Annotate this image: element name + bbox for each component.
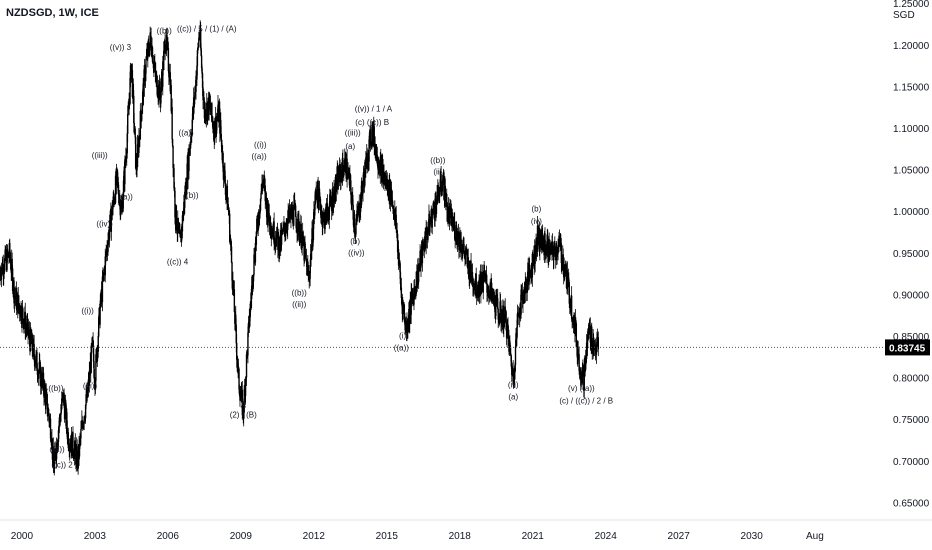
wave-label: ((iii)) bbox=[92, 151, 108, 160]
y-tick-label: 1.15000 bbox=[893, 82, 930, 93]
wave-label: ((a)) bbox=[179, 129, 194, 138]
x-tick-label: 2030 bbox=[741, 531, 764, 542]
y-tick-label: 1.00000 bbox=[893, 207, 930, 218]
price-series bbox=[0, 20, 600, 476]
wave-label: (ii) bbox=[433, 168, 442, 177]
wave-label: (2) / (B) bbox=[230, 411, 257, 420]
wave-label: (a) bbox=[345, 142, 355, 151]
y-tick-label: 1.25000 bbox=[893, 0, 930, 10]
wave-label: ((b)) bbox=[292, 288, 307, 297]
wave-label: ((ii)) bbox=[292, 300, 307, 309]
x-tick-label: 2021 bbox=[522, 531, 545, 542]
y-tick-label: 0.80000 bbox=[893, 374, 930, 385]
wave-label: ((a)) bbox=[118, 193, 133, 202]
svg-text:0.83745: 0.83745 bbox=[889, 343, 926, 354]
wave-label: ((v)) 3 bbox=[110, 43, 132, 52]
x-tick-label: 2027 bbox=[668, 531, 691, 542]
x-tick-label: 2018 bbox=[449, 531, 472, 542]
currency-label: SGD bbox=[893, 10, 915, 21]
wave-label: ((b)) bbox=[48, 384, 63, 393]
y-tick-label: 1.05000 bbox=[893, 166, 930, 177]
y-tick-label: 0.85000 bbox=[893, 332, 930, 343]
x-tick-label: 2003 bbox=[84, 531, 107, 542]
wave-label: (a) bbox=[508, 392, 518, 401]
wave-label: (c) / ((c)) / 2 / B bbox=[559, 397, 613, 406]
wave-label: (b) bbox=[531, 204, 541, 213]
symbol-title[interactable]: NZDSGD, 1W, ICE bbox=[6, 7, 99, 19]
wave-label: ((c)) 2 bbox=[51, 461, 73, 470]
wave-label: ((ii)) bbox=[83, 382, 98, 391]
wave-label: ((b)) bbox=[157, 26, 172, 35]
wave-label: ((iv)) bbox=[348, 248, 365, 257]
price-axis[interactable]: 0.65000 0.70000 0.75000 0.80000 0.85000 0.900… bbox=[893, 0, 930, 509]
x-tick-label: 2024 bbox=[595, 531, 618, 542]
wave-label: (v) ((a)) bbox=[568, 384, 595, 393]
wave-label: A bbox=[241, 401, 247, 410]
wave-label: ((c)) 4 bbox=[167, 258, 189, 267]
wave-label: 1 bbox=[44, 382, 49, 391]
y-tick-label: 1.10000 bbox=[893, 124, 930, 135]
wave-label: ((c)) / 5 / (1) / (A) bbox=[177, 25, 237, 34]
y-tick-label: 0.65000 bbox=[893, 498, 930, 509]
x-tick-label: 2000 bbox=[11, 531, 34, 542]
wave-label: ((a)) bbox=[50, 445, 65, 454]
last-price-badge: 0.83745 bbox=[885, 339, 930, 356]
wave-label: ((i)) bbox=[254, 140, 267, 149]
x-tick-label: 2006 bbox=[157, 531, 180, 542]
wave-label: ((b)) bbox=[183, 191, 198, 200]
x-tick-label: Aug bbox=[806, 531, 824, 542]
wave-label: (iii) bbox=[508, 381, 519, 390]
wave-label: (iv) bbox=[531, 217, 542, 226]
wave-label: (c) ((c)) B bbox=[355, 118, 389, 127]
x-tick-label: 2009 bbox=[230, 531, 253, 542]
wave-annotations: 1 ((b))((a))((c)) 2((ii))((i))((iii))((iv… bbox=[44, 25, 613, 470]
wave-label: ((a)) bbox=[394, 343, 409, 352]
wave-label: ((i)) bbox=[81, 307, 94, 316]
time-axis[interactable]: 2000 2003 2006 2009 2012 2015 2018 2021 2024 2027… bbox=[11, 531, 824, 542]
wave-label: ((a)) bbox=[252, 152, 267, 161]
wave-label: (b) bbox=[350, 237, 360, 246]
y-tick-label: 1.20000 bbox=[893, 41, 930, 52]
x-tick-label: 2012 bbox=[303, 531, 326, 542]
wave-label: ((iv)) bbox=[96, 219, 113, 228]
y-tick-label: 0.95000 bbox=[893, 249, 930, 260]
y-tick-label: 0.75000 bbox=[893, 415, 930, 426]
wave-label: (i) bbox=[399, 332, 406, 341]
wave-label: ((iii)) bbox=[345, 129, 361, 138]
x-tick-label: 2015 bbox=[376, 531, 399, 542]
wave-label: ((v)) / 1 / A bbox=[355, 104, 393, 113]
y-tick-label: 0.90000 bbox=[893, 290, 930, 301]
wave-label: ((b)) bbox=[430, 156, 445, 165]
y-tick-label: 0.70000 bbox=[893, 457, 930, 468]
